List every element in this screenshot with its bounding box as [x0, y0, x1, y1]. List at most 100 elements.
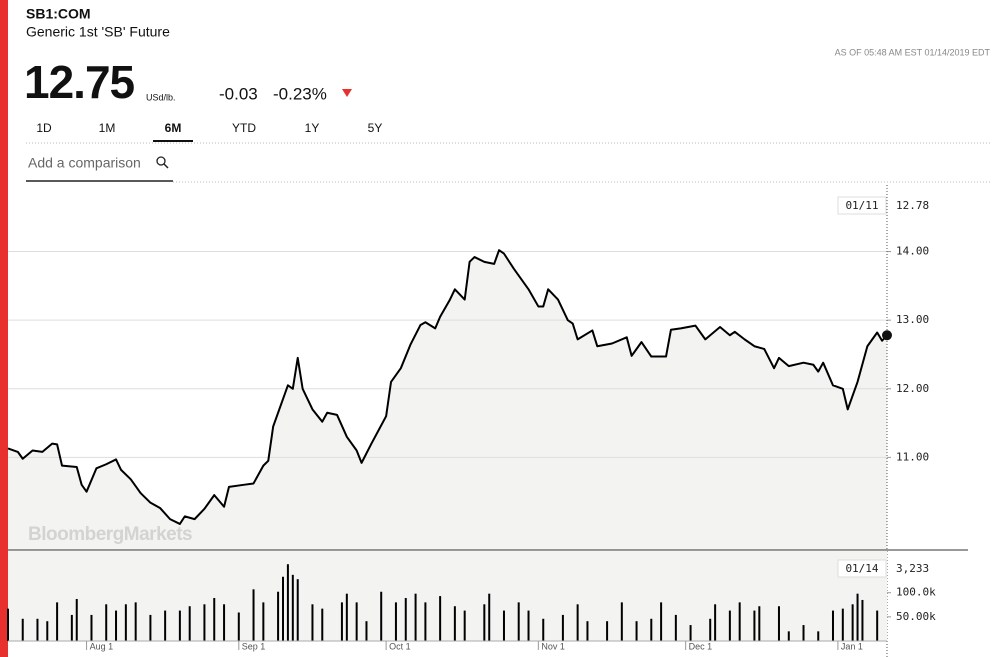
volume-bar [90, 614, 93, 641]
volume-bar [355, 602, 358, 641]
volume-bar [851, 604, 854, 641]
range-tab[interactable]: 1M [99, 121, 116, 135]
price-chart: 11.00 12.00 13.00 14.00 01/11 12.78 BloombergM… [7, 185, 968, 657]
as-of: AS OF 05:48 AM EST 01/14/2019 EDT [835, 47, 991, 57]
volume-bar [728, 610, 731, 641]
volume-bar [115, 610, 118, 641]
volume-bar [424, 602, 427, 641]
volume-bar [178, 610, 181, 641]
volume-bar [439, 596, 442, 641]
range-tab[interactable]: 1Y [305, 121, 320, 135]
volume-bar [463, 610, 466, 641]
volume-bar [365, 621, 368, 641]
volume-bar [134, 602, 137, 641]
volume-bar [223, 604, 226, 641]
volume-bar [311, 604, 314, 641]
volume-bar [635, 621, 638, 641]
volume-bar [502, 610, 505, 641]
tabs: 1D 1M 6M YTD 1Y 5Y [36, 121, 383, 142]
volume-bar [380, 591, 383, 641]
down-arrow [342, 89, 352, 97]
volume-bar [576, 604, 579, 641]
volume-bar [802, 625, 805, 641]
y-tick-label: 12.00 [896, 382, 929, 395]
volume-bar [345, 593, 348, 641]
volume-bar [237, 612, 240, 641]
volume-bar [277, 591, 280, 641]
volume-bar [586, 621, 589, 641]
x-tick-label: Nov 1 [541, 641, 565, 651]
volume-bar [453, 606, 456, 641]
volume-bar [517, 602, 520, 641]
unit: USd/lb. [146, 92, 176, 102]
volume-bar [124, 604, 127, 641]
volume-bar [787, 631, 790, 641]
comparison-input[interactable]: Add a comparison [28, 155, 141, 171]
volume-bar [21, 618, 24, 641]
volume-bar [281, 576, 284, 641]
volume-bar [404, 598, 407, 641]
search-icon[interactable] [163, 163, 169, 169]
volume-bar [36, 618, 39, 641]
x-tick-label: Sep 1 [242, 641, 266, 651]
x-tick-label: Jan 1 [841, 641, 863, 651]
range-tab[interactable]: YTD [232, 121, 256, 135]
volume-bar [831, 610, 834, 641]
volume-bar [709, 618, 712, 641]
volume-bar [542, 618, 545, 641]
range-tab[interactable]: 6M [165, 121, 182, 135]
volume-bar [753, 610, 756, 641]
volume-bar [262, 602, 265, 641]
price-line [7, 249, 888, 525]
volume-bar [841, 608, 844, 641]
range-tab[interactable]: 5Y [368, 121, 383, 135]
volume-bar [252, 589, 255, 641]
change-pct: -0.23% [273, 84, 327, 103]
volume-bar [286, 564, 289, 641]
cursor-value: 3,233 [896, 562, 929, 575]
y-tick-label: 100.0k [896, 586, 936, 599]
volume-bar [46, 621, 49, 641]
volume-bar [340, 602, 343, 641]
volume-bar [689, 625, 692, 641]
volume-bar [75, 598, 78, 641]
volume-bar [660, 602, 663, 641]
cursor-dot [882, 330, 892, 341]
volume-bar [620, 602, 623, 641]
price: 12.75 [24, 56, 135, 108]
volume-bar [738, 602, 741, 641]
volume-bar [105, 604, 108, 641]
volume-bar [861, 599, 864, 641]
volume-bar [856, 593, 859, 641]
cursor-box [837, 196, 887, 215]
x-tick-label: Oct 1 [389, 641, 411, 651]
volume-bar [758, 606, 761, 641]
volume-bar [149, 614, 152, 641]
volume-bar [56, 602, 59, 641]
range-tab[interactable]: 1D [36, 121, 52, 135]
volume-bar [561, 614, 564, 641]
volume-bar [188, 606, 191, 641]
y-tick-label: 50.00k [896, 610, 936, 623]
accent-bar [0, 0, 8, 657]
y-tick-label: 14.00 [896, 245, 929, 258]
volume-bar [296, 579, 299, 641]
instrument-name: Generic 1st 'SB' Future [26, 24, 170, 40]
volume-bar [650, 618, 653, 641]
cursor-value: 12.78 [896, 199, 929, 212]
volume-bar [527, 610, 530, 641]
x-tick-label: Dec 1 [689, 641, 713, 651]
volume-bar [213, 598, 216, 641]
cursor-box [837, 559, 887, 578]
volume-bar [488, 593, 491, 641]
volume-bar [70, 614, 73, 641]
y-tick-label: 13.00 [896, 313, 929, 326]
volume-bar [714, 604, 717, 641]
volume-bar [483, 604, 486, 641]
search-icon[interactable] [156, 156, 166, 166]
cursor-date: 01/14 [845, 562, 878, 575]
area-fill [8, 250, 887, 550]
volume-bar [164, 610, 167, 641]
volume-bar [777, 606, 780, 641]
